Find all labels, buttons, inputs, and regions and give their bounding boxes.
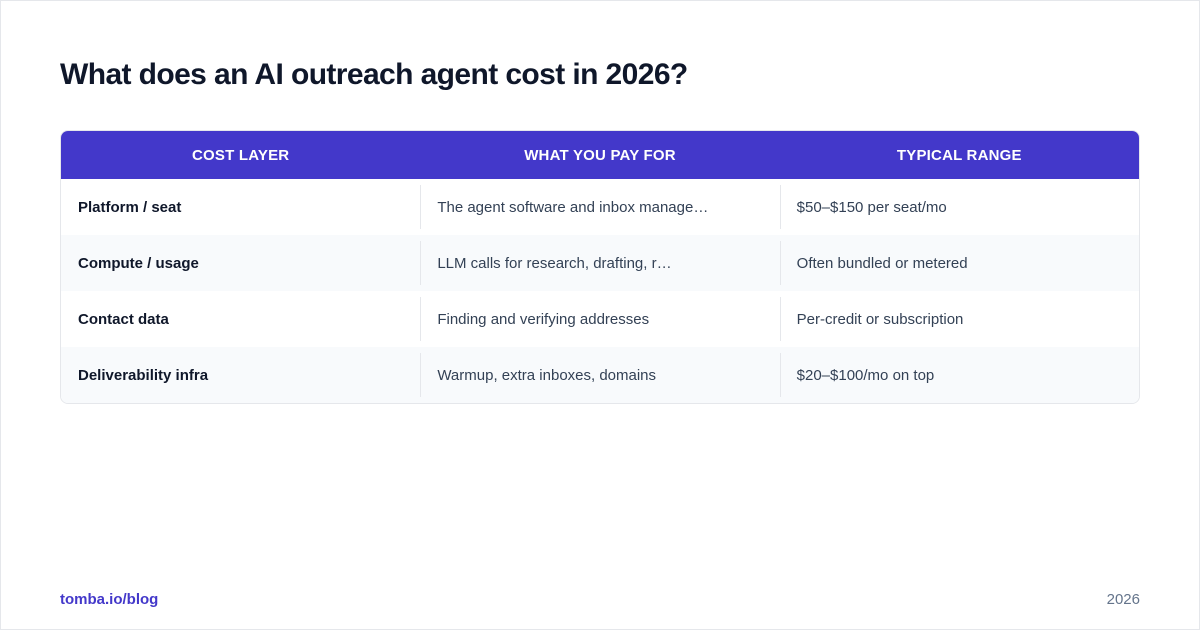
header-typical-range: TYPICAL RANGE xyxy=(896,146,1022,164)
cell-cost-layer: Compute / usage xyxy=(78,254,199,272)
cost-table: COST LAYER WHAT YOU PAY FOR TYPICAL RANG… xyxy=(60,130,1140,404)
cell-typical-range: Per-credit or subscription xyxy=(779,291,1139,347)
cell-what-you-pay-for: Finding and verifying addresses xyxy=(420,291,779,347)
table-header: COST LAYER WHAT YOU PAY FOR TYPICAL RANG… xyxy=(61,131,1139,179)
cell-typical-range: Often bundled or metered xyxy=(779,235,1139,291)
header-what-you-pay-for: WHAT YOU PAY FOR xyxy=(524,146,676,164)
header-cost-layer: COST LAYER xyxy=(192,146,290,164)
cell-what-you-pay-for: LLM calls for research, drafting, r… xyxy=(420,235,779,291)
cell-cost-layer: Contact data xyxy=(78,310,169,328)
table-row: Contact data Finding and verifying addre… xyxy=(61,291,1139,347)
table-row: Compute / usage LLM calls for research, … xyxy=(61,235,1139,291)
cell-cost-layer: Deliverability infra xyxy=(78,366,209,384)
cell-what-you-pay-for: The agent software and inbox manage… xyxy=(420,179,779,235)
cell-typical-range: $20–$100/mo on top xyxy=(779,347,1139,403)
cell-cost-layer: Platform / seat xyxy=(78,198,182,216)
page-title: What does an AI outreach agent cost in 2… xyxy=(60,58,688,91)
blog-link[interactable]: tomba.io/blog xyxy=(60,591,159,608)
table-row: Deliverability infra Warmup, extra inbox… xyxy=(61,347,1139,403)
cell-typical-range: $50–$150 per seat/mo xyxy=(779,179,1139,235)
table-row: Platform / seat The agent software and i… xyxy=(61,179,1139,235)
cell-what-you-pay-for: Warmup, extra inboxes, domains xyxy=(420,347,779,403)
footer-year: 2026 xyxy=(1106,591,1140,608)
